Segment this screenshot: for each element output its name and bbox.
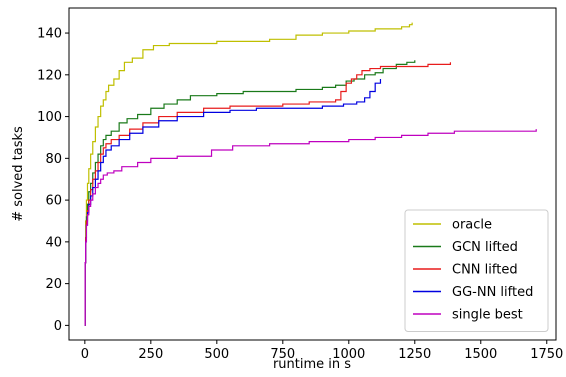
legend-label-3: GG-NN lifted	[452, 285, 533, 300]
y-tick-label: 60	[45, 194, 62, 209]
y-tick-label: 140	[37, 27, 62, 42]
y-tick-label: 80	[45, 152, 62, 167]
y-tick-label: 100	[37, 110, 62, 125]
plot-lines	[84, 22, 537, 326]
y-axis-label: # solved tasks	[11, 126, 26, 222]
series-line-0	[84, 22, 413, 326]
y-axis: 0 20 40 60 80 100 120 140	[37, 27, 69, 334]
x-tick-label: 1750	[530, 347, 563, 362]
x-tick-label: 1500	[464, 347, 497, 362]
y-tick-label: 40	[45, 235, 62, 250]
y-tick-label: 0	[54, 319, 62, 334]
legend: oracle GCN lifted CNN lifted GG-NN lifted si…	[404, 209, 549, 332]
y-tick-label: 120	[37, 68, 62, 83]
series-line-1	[84, 60, 416, 326]
legend-label-4: single best	[452, 308, 523, 323]
x-tick-label: 500	[204, 347, 229, 362]
legend-box	[404, 209, 549, 332]
x-tick-label: 250	[138, 347, 163, 362]
x-tick-label: 0	[81, 347, 89, 362]
x-tick-label: 1000	[332, 347, 365, 362]
series-line-3	[84, 78, 382, 326]
series-line-4	[84, 129, 537, 326]
x-axis-label: runtime in s	[273, 357, 351, 372]
x-axis: 0 250 500 750 1000 1250 1500 1750	[81, 340, 563, 362]
legend-label-1: GCN lifted	[452, 240, 518, 255]
legend-label-2: CNN lifted	[452, 263, 518, 278]
series-line-2	[84, 62, 452, 326]
legend-label-0: oracle	[452, 218, 492, 233]
x-tick-label: 1250	[398, 347, 431, 362]
x-tick-label: 750	[270, 347, 295, 362]
axes-frame	[68, 7, 557, 341]
y-tick-label: 20	[45, 277, 62, 292]
